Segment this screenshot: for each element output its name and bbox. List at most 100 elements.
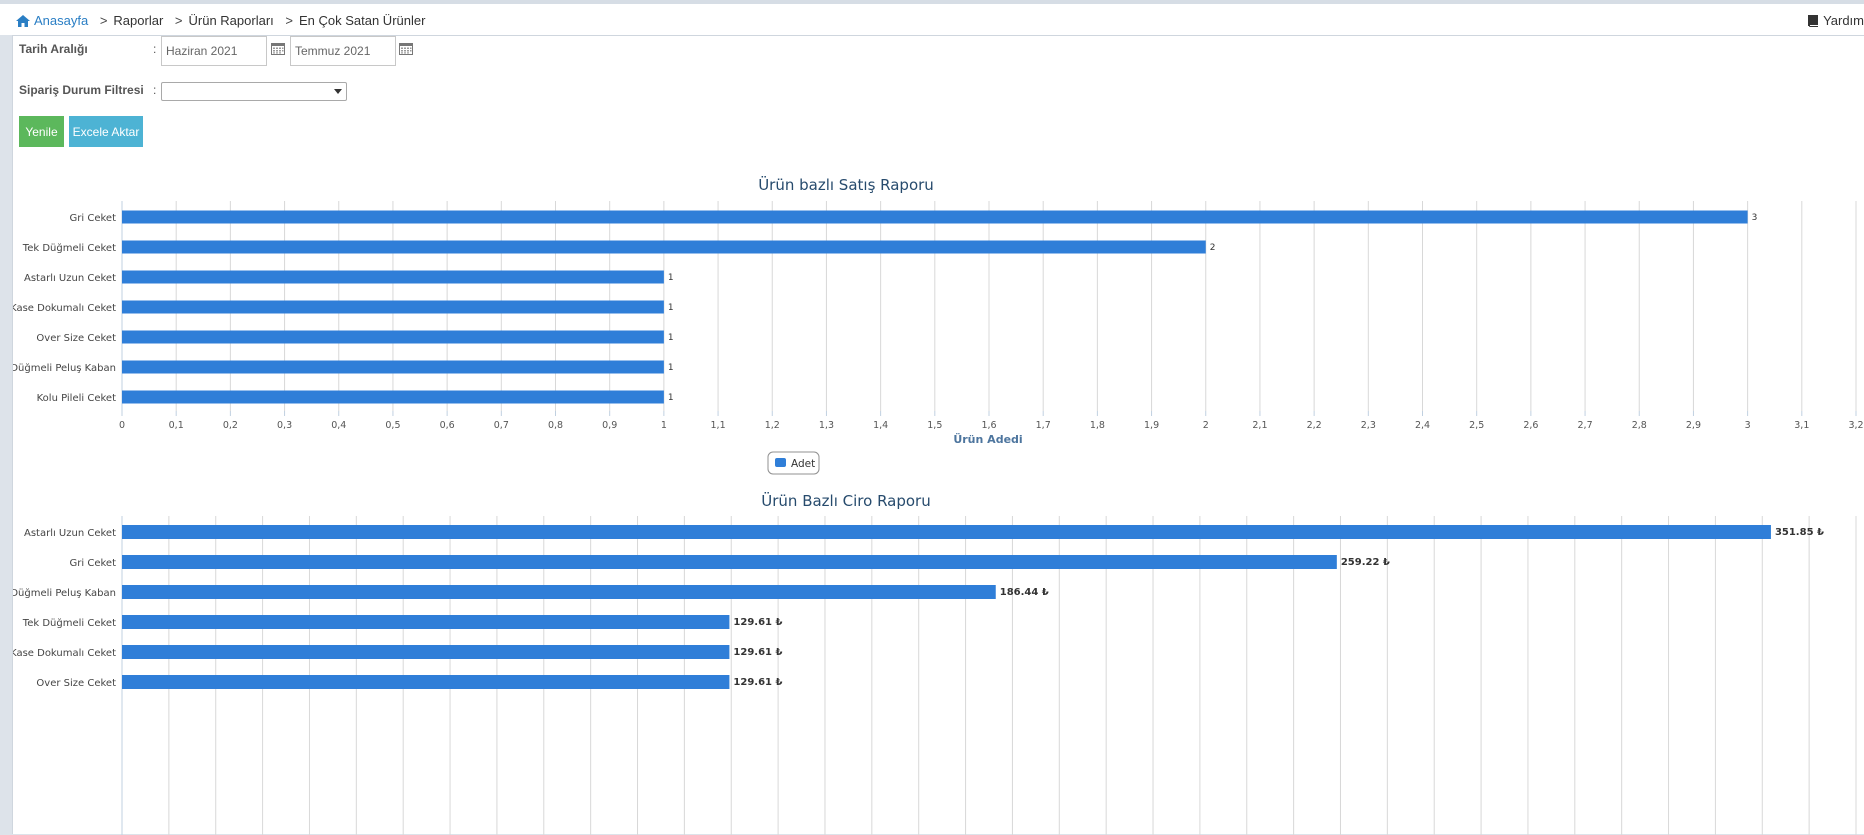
data-label: 1: [668, 303, 674, 313]
bar[interactable]: [122, 240, 1206, 254]
data-label: 1: [668, 333, 674, 343]
x-axis-label: Ürün Adedi: [953, 432, 1022, 446]
tick-label: 2,5: [1469, 420, 1484, 431]
tick-label: 0,3: [277, 420, 292, 431]
category-label: Astarlı Uzun Ceket: [24, 528, 116, 539]
bar[interactable]: [122, 615, 730, 629]
tick-label: 1: [661, 420, 667, 431]
data-label: 1: [668, 393, 674, 403]
bar[interactable]: [122, 675, 730, 689]
calendar-icon[interactable]: [399, 42, 413, 55]
breadcrumb-item-current: En Çok Satan Ürünler: [298, 13, 426, 28]
category-label: Düğmeli Peluş Kaban: [13, 587, 116, 599]
tick-label: 1,4: [873, 420, 888, 431]
sales-chart: Ürün bazlı Satış Raporu Gri Ceket 3 Tek Düğ…: [13, 175, 1864, 475]
tick-label: 0,1: [169, 420, 184, 431]
help-link[interactable]: Yardım: [1807, 13, 1864, 28]
tick-label: 2,2: [1307, 420, 1322, 431]
category-label: Kolu Pileli Ceket: [37, 393, 116, 404]
category-label: Over Size Ceket: [36, 333, 116, 344]
tick-label: 1,5: [927, 420, 942, 431]
tick-label: 2,8: [1632, 420, 1647, 431]
breadcrumb-item-reports[interactable]: Raporlar: [113, 13, 164, 28]
category-label: Düğmeli Peluş Kaban: [13, 362, 116, 374]
tick-label: 1,8: [1090, 420, 1105, 431]
bar[interactable]: [122, 555, 1337, 569]
tick-label: 1,9: [1144, 420, 1159, 431]
tick-label: 0,5: [385, 420, 400, 431]
tick-label: 2,7: [1578, 420, 1593, 431]
data-label: 129.61 ₺: [733, 677, 782, 688]
tick-label: 0,6: [440, 420, 455, 431]
date-from-input[interactable]: [161, 36, 267, 66]
category-label: Astarlı Uzun Ceket: [24, 273, 116, 284]
tick-label: 0,7: [494, 420, 509, 431]
legend-swatch: [775, 458, 786, 467]
top-bar: Anasayfa > Raporlar > Ürün Raporları > En Ç…: [0, 0, 1864, 35]
tick-label: 3: [1745, 420, 1751, 431]
date-range-colon: :: [153, 42, 157, 56]
data-label: 1: [668, 273, 674, 283]
date-to-input[interactable]: [290, 36, 396, 66]
data-label: 2: [1210, 243, 1216, 253]
bar[interactable]: [122, 300, 664, 314]
refresh-button[interactable]: Yenile: [19, 116, 64, 147]
tick-label: 0,9: [602, 420, 617, 431]
category-label: Tek Düğmeli Ceket: [22, 242, 116, 254]
breadcrumb: Anasayfa > Raporlar > Ürün Raporları > En Ç…: [16, 13, 425, 28]
report-panel: Tarih Aralığı : Sipariş Durum Filtresi :…: [12, 35, 1864, 835]
bar[interactable]: [122, 585, 996, 599]
data-label: 1: [668, 363, 674, 373]
category-label: Tek Düğmeli Ceket: [22, 617, 116, 629]
bar[interactable]: [122, 270, 664, 284]
tick-label: 3,1: [1794, 420, 1809, 431]
category-label: Gri Ceket: [70, 558, 117, 569]
tick-label: 0,4: [331, 420, 346, 431]
bar[interactable]: [122, 210, 1748, 224]
data-label: 129.61 ₺: [733, 647, 782, 658]
revenue-chart: Ürün Bazlı Ciro Raporu Astarlı Uzun Ceket…: [13, 491, 1857, 835]
tick-label: 0,8: [548, 420, 563, 431]
data-label: 259.22 ₺: [1341, 557, 1390, 568]
order-status-select[interactable]: [161, 82, 347, 101]
tick-label: 0,2: [223, 420, 238, 431]
tick-label: 1,3: [819, 420, 834, 431]
tick-label: 2,4: [1415, 420, 1430, 431]
tick-label: 1,2: [765, 420, 780, 431]
breadcrumb-item-product-reports[interactable]: Ürün Raporları: [188, 13, 274, 28]
tick-label: 3,2: [1848, 420, 1863, 431]
book-icon: [1808, 15, 1819, 27]
category-label: Kase Dokumalı Ceket: [13, 648, 116, 659]
bar[interactable]: [122, 360, 664, 374]
chart-title: Ürün bazlı Satış Raporu: [758, 175, 934, 194]
bar[interactable]: [122, 645, 730, 659]
chart-title: Ürün Bazlı Ciro Raporu: [761, 491, 930, 510]
tick-label: 1,7: [1036, 420, 1051, 431]
category-label: Kase Dokumalı Ceket: [13, 303, 116, 314]
tick-label: 2: [1203, 420, 1209, 431]
date-range-label: Tarih Aralığı: [19, 42, 88, 56]
export-excel-button[interactable]: Excele Aktar: [69, 116, 143, 147]
order-status-colon: :: [153, 83, 157, 97]
home-icon[interactable]: [16, 15, 30, 27]
data-label: 129.61 ₺: [733, 617, 782, 628]
help-label: Yardım: [1823, 13, 1864, 28]
tick-label: 0: [119, 420, 125, 431]
calendar-icon[interactable]: [271, 42, 285, 55]
tick-label: 2,9: [1686, 420, 1701, 431]
breadcrumb-home-link[interactable]: Anasayfa: [34, 13, 89, 28]
bar[interactable]: [122, 390, 664, 404]
legend-box[interactable]: [767, 451, 820, 475]
bar[interactable]: [122, 525, 1771, 539]
tick-label: 2,6: [1523, 420, 1538, 431]
tick-label: 2,3: [1361, 420, 1376, 431]
data-label: 186.44 ₺: [1000, 587, 1049, 598]
legend-label: Adet: [791, 458, 815, 470]
order-status-label: Sipariş Durum Filtresi: [19, 83, 144, 97]
tick-label: 1,1: [711, 420, 726, 431]
category-label: Gri Ceket: [70, 213, 117, 224]
category-label: Over Size Ceket: [36, 678, 116, 689]
tick-label: 1,6: [981, 420, 996, 431]
bar[interactable]: [122, 330, 664, 344]
legend[interactable]: Adet: [767, 451, 820, 475]
